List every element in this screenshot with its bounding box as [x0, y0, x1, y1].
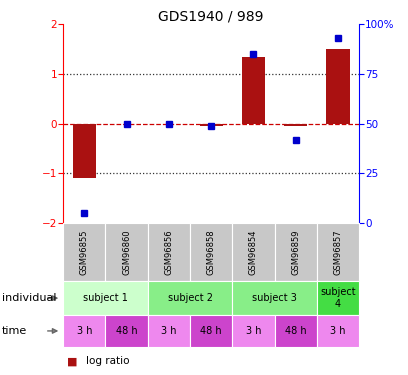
Text: time: time [2, 326, 27, 336]
Title: GDS1940 / 989: GDS1940 / 989 [158, 9, 264, 23]
Text: subject 1: subject 1 [83, 293, 128, 303]
Text: GSM96857: GSM96857 [333, 230, 342, 275]
Text: GSM96854: GSM96854 [249, 230, 258, 275]
Bar [200, 124, 223, 126]
Bar [284, 124, 307, 126]
Text: subject 3: subject 3 [252, 293, 297, 303]
Text: 3 h: 3 h [77, 326, 92, 336]
Text: 3 h: 3 h [161, 326, 177, 336]
Text: 48 h: 48 h [116, 326, 137, 336]
Text: subject 2: subject 2 [168, 293, 213, 303]
Bar [73, 124, 96, 178]
Text: individual: individual [2, 293, 57, 303]
Text: 3 h: 3 h [246, 326, 261, 336]
Text: GSM96858: GSM96858 [206, 230, 216, 275]
Bar [326, 49, 350, 124]
Text: ■: ■ [67, 356, 78, 366]
Text: GSM96860: GSM96860 [122, 230, 131, 275]
Text: 48 h: 48 h [285, 326, 306, 336]
Text: GSM96856: GSM96856 [164, 230, 173, 275]
Text: subject
4: subject 4 [320, 287, 356, 309]
Text: GSM96855: GSM96855 [80, 230, 89, 275]
Text: 48 h: 48 h [200, 326, 222, 336]
Text: GSM96859: GSM96859 [291, 230, 300, 275]
Text: log ratio: log ratio [86, 356, 129, 366]
Bar [242, 57, 265, 124]
Text: 3 h: 3 h [330, 326, 346, 336]
